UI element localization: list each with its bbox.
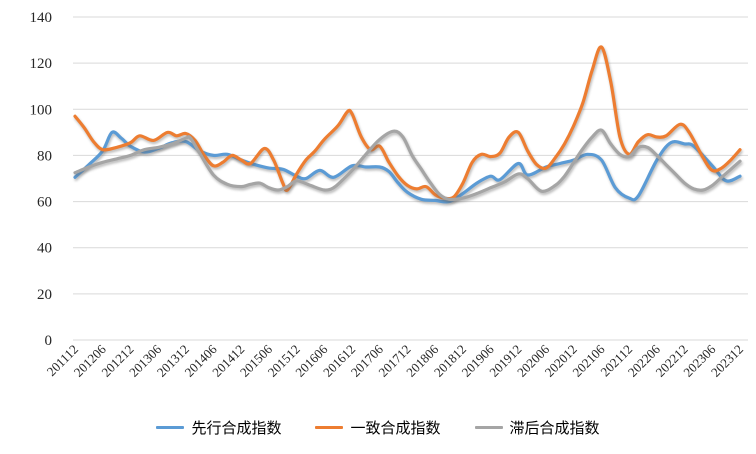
legend-item-leading-index: 先行合成指数 [156,417,281,438]
legend-swatch-coincident-index [315,425,344,429]
coincident-index-line [73,45,742,201]
legend-swatch-lagging-index [474,425,503,429]
y-tick-80: 80 [37,148,52,164]
legend-swatch-leading-index [156,425,185,429]
y-axis-tick-labels: 0 20 40 60 80 100 120 140 [30,10,53,349]
y-tick-60: 60 [37,195,52,211]
legend-label-leading-index: 先行合成指数 [191,420,282,437]
y-tick-40: 40 [37,241,52,257]
x-tick-202312: 202312 [708,342,746,380]
x-axis-tick-labels: 2011122012062012122013062013122014062014… [44,341,747,380]
legend-item-lagging-index: 滞后合成指数 [474,417,600,438]
y-tick-100: 100 [30,102,53,118]
series-lines [73,45,742,204]
legend-item-coincident-index: 一致合成指数 [315,417,441,438]
y-tick-0: 0 [45,333,53,349]
y-tick-20: 20 [37,287,52,303]
legend-label-coincident-index: 一致合成指数 [350,420,441,437]
legend-label-lagging-index: 滞后合成指数 [509,420,600,437]
chart-legend: 先行合成指数 一致合成指数 滞后合成指数 [0,410,756,444]
lagging-index-line [73,128,742,202]
y-tick-120: 120 [30,56,53,72]
y-tick-140: 140 [30,10,53,26]
